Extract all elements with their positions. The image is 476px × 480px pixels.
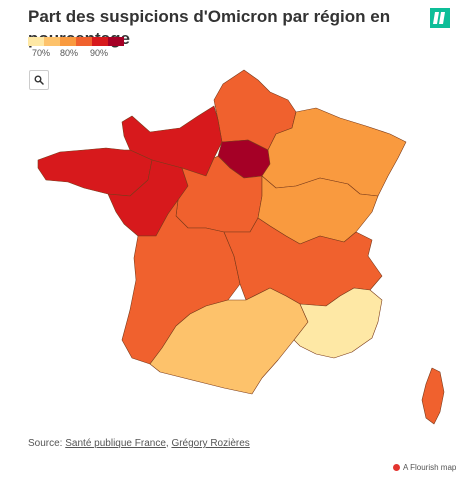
color-legend: 70% 80% 90% xyxy=(28,37,124,62)
legend-label-low: 70% xyxy=(32,48,51,58)
source-prefix: Source: xyxy=(28,438,66,449)
legend-swatch-2 xyxy=(60,37,76,46)
legend-label-mid: 80% xyxy=(60,48,79,58)
legend-swatch-3 xyxy=(76,37,92,46)
flourish-label: A Flourish map xyxy=(403,463,457,472)
legend-color-scale xyxy=(28,37,124,46)
flourish-credit[interactable]: A Flourish map xyxy=(393,463,456,472)
legend-swatch-5 xyxy=(108,37,124,46)
source-separator: , xyxy=(165,438,172,449)
source-link-sante-publique-france[interactable]: Santé publique France xyxy=(65,438,166,449)
search-icon xyxy=(34,75,44,85)
legend-swatch-0 xyxy=(28,37,44,46)
brand-logo xyxy=(430,8,450,28)
region-bretagne[interactable]: Bretagne xyxy=(37,147,153,197)
region-provence-alpes-cote-d-azur[interactable]: Provence-Alpes-Côte d'Azur xyxy=(293,287,383,359)
legend-labels: 70% 80% 90% xyxy=(28,48,124,62)
legend-label-high: 90% xyxy=(90,48,109,58)
legend-swatch-1 xyxy=(44,37,60,46)
zoom-button[interactable] xyxy=(29,70,49,90)
region-corse[interactable]: Corse xyxy=(421,367,445,425)
source-link-gregory-rozieres[interactable]: Grégory Rozières xyxy=(171,438,250,449)
flourish-logo-icon xyxy=(393,464,400,471)
source-note: Source: Santé publique France, Grégory R… xyxy=(28,438,250,449)
legend-swatch-4 xyxy=(92,37,108,46)
